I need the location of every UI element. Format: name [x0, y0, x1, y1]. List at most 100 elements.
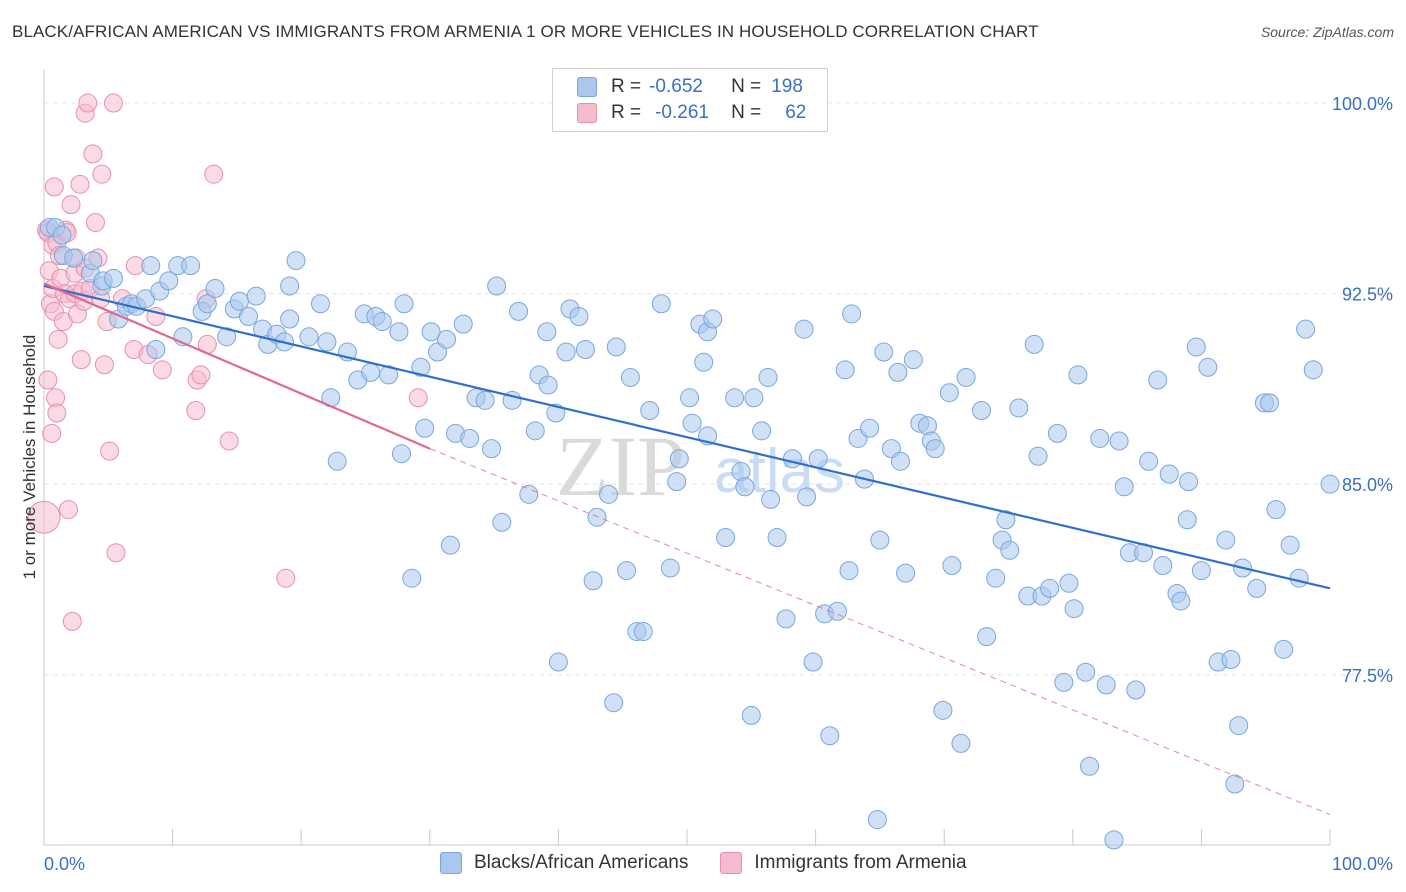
black-point [1303, 360, 1323, 380]
armenia-point [106, 543, 126, 563]
black-point [888, 362, 908, 382]
black-point [617, 561, 637, 581]
armenia-point [58, 500, 78, 520]
legend-row-black: R = -0.652 N = 198 [577, 75, 803, 99]
legend-swatch-pink [577, 103, 597, 123]
black-point [509, 301, 529, 321]
black-point [1159, 464, 1179, 484]
black-point [415, 418, 435, 438]
armenia-point [100, 441, 120, 461]
black-point [971, 400, 991, 420]
stats-legend: R = -0.652 N = 198 R = -0.261 N = 62 [552, 68, 828, 132]
black-point [327, 451, 347, 471]
black-point [1153, 555, 1173, 575]
legend-n-value: 198 [771, 76, 803, 97]
black-point [1139, 451, 1159, 471]
black-point [996, 510, 1016, 530]
black-point [1076, 662, 1096, 682]
black-point [299, 327, 319, 347]
black-point [64, 248, 84, 268]
black-point [604, 693, 624, 713]
black-point [1109, 431, 1129, 451]
tick-labels: 77.5% 85.0% 92.5% 100.0% 0.0% 100.0% 1 or more… [20, 94, 1393, 874]
black-point [820, 726, 840, 746]
trend-lines [43, 282, 1331, 815]
armenia-point [92, 164, 112, 184]
armenia-point [408, 388, 428, 408]
black-point [776, 609, 796, 629]
armenia-point [47, 403, 67, 423]
armenia-point [38, 370, 58, 390]
black-point [1274, 639, 1294, 659]
black-point [1320, 474, 1340, 494]
black-point [660, 558, 680, 578]
black-point [1216, 530, 1236, 550]
legend-n-label: N = [731, 102, 762, 123]
black-point [808, 449, 828, 469]
black-point [1247, 578, 1267, 598]
black-point [1260, 393, 1280, 413]
armenia-point [42, 423, 62, 443]
armenia-point [71, 350, 91, 370]
black-point [667, 472, 687, 492]
black-point [280, 309, 300, 329]
black-point [482, 439, 502, 459]
black-point [1000, 540, 1020, 560]
black-point [372, 312, 392, 332]
black-point [640, 400, 660, 420]
black-point [1064, 599, 1084, 619]
black-point [633, 622, 653, 642]
armenia-point [62, 611, 82, 631]
armenia-point [219, 431, 239, 451]
black-point [951, 733, 971, 753]
black-point [205, 279, 225, 299]
black-point [392, 444, 412, 464]
black-point [782, 449, 802, 469]
black-point [1096, 675, 1116, 695]
black-point [860, 418, 880, 438]
black-point [694, 352, 714, 372]
black-point [181, 256, 201, 276]
black-point [1080, 756, 1100, 776]
black-point [741, 705, 761, 725]
armenia-point [83, 144, 103, 164]
black-point [925, 439, 945, 459]
armenia-point [44, 177, 64, 197]
black-point [411, 357, 431, 377]
black-point [725, 388, 745, 408]
black-point [246, 286, 266, 306]
legend-r-label: R = [611, 76, 642, 97]
legend-n-label: N = [731, 76, 762, 97]
black-point [942, 555, 962, 575]
chart-title: BLACK/AFRICAN AMERICAN VS IMMIGRANTS FRO… [12, 22, 1039, 41]
black-point [389, 322, 409, 342]
series-legend: Blacks/African Americans Immigrants from… [440, 852, 999, 874]
black-point [835, 360, 855, 380]
black-point [519, 484, 539, 504]
black-point [716, 528, 736, 548]
black-point [546, 403, 566, 423]
black-point [1104, 830, 1124, 850]
black-point [440, 535, 460, 555]
black-point [867, 810, 887, 830]
y-tick-label: 85.0% [1342, 475, 1393, 495]
armenia-point [94, 355, 114, 375]
black-point [1054, 672, 1074, 692]
black-point [317, 332, 337, 352]
black-point [651, 294, 671, 314]
black-point [761, 489, 781, 509]
black-point [1179, 472, 1199, 492]
black-point [977, 627, 997, 647]
legend-swatch-blue [577, 77, 597, 97]
black-point [1229, 716, 1249, 736]
x-tick-label: 0.0% [44, 854, 85, 874]
black-point [280, 276, 300, 296]
black-point [52, 225, 72, 245]
black-point [986, 568, 1006, 588]
legend-r-value: -0.652 [649, 76, 703, 97]
black-point [1126, 680, 1146, 700]
black-point [890, 451, 910, 471]
black-point [620, 367, 640, 387]
black-point [159, 271, 179, 291]
